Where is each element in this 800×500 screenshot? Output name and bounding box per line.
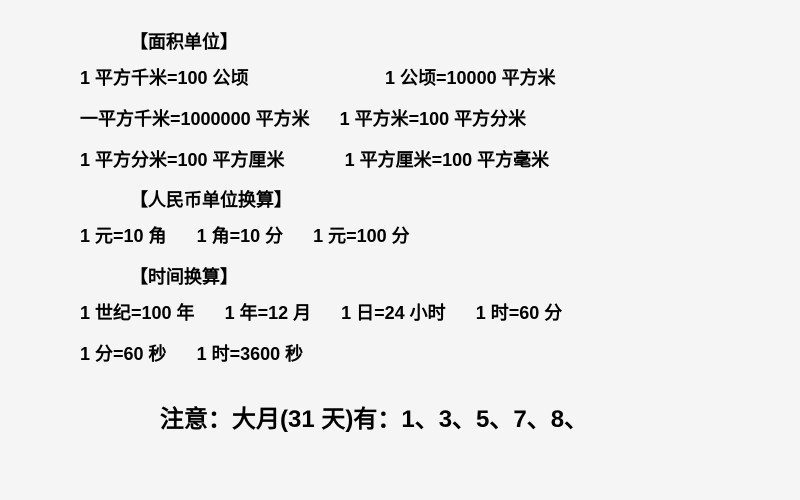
area-conversion-2: 1 公顷=10000 平方米 [385,64,556,93]
time-conversion-2: 1 年=12 月 [225,299,312,328]
currency-section-header: 【人民币单位换算】 [130,186,720,212]
time-conversion-4: 1 时=60 分 [476,299,563,328]
currency-conversion-3: 1 元=100 分 [313,222,410,251]
currency-conversion-1: 1 元=10 角 [80,222,167,251]
note-text: 注意：大月(31 天)有：1、3、5、7、8、 [160,399,720,434]
time-row-1: 1 世纪=100 年 1 年=12 月 1 日=24 小时 1 时=60 分 [80,299,720,328]
time-section-header: 【时间换算】 [130,263,720,289]
area-row-3: 1 平方分米=100 平方厘米 1 平方厘米=100 平方毫米 [80,146,720,175]
time-conversion-5: 1 分=60 秒 [80,340,167,369]
area-conversion-4: 1 平方米=100 平方分米 [340,105,527,134]
time-row-2: 1 分=60 秒 1 时=3600 秒 [80,340,720,369]
time-conversion-6: 1 时=3600 秒 [197,340,304,369]
area-section-header: 【面积单位】 [130,28,720,54]
area-conversion-1: 1 平方千米=100 公顷 [80,64,340,93]
area-conversion-5: 1 平方分米=100 平方厘米 [80,146,285,175]
currency-conversion-2: 1 角=10 分 [197,222,284,251]
time-conversion-3: 1 日=24 小时 [341,299,446,328]
area-conversion-6: 1 平方厘米=100 平方毫米 [345,146,550,175]
time-conversion-1: 1 世纪=100 年 [80,299,195,328]
area-conversion-3: 一平方千米=1000000 平方米 [80,105,310,134]
area-row-2: 一平方千米=1000000 平方米 1 平方米=100 平方分米 [80,105,720,134]
area-row-1: 1 平方千米=100 公顷 1 公顷=10000 平方米 [80,64,720,93]
currency-row-1: 1 元=10 角 1 角=10 分 1 元=100 分 [80,222,720,251]
